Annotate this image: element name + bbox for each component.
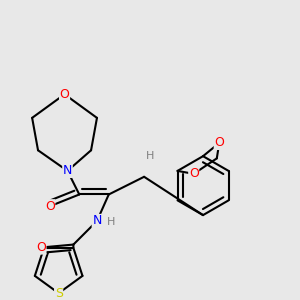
Text: O: O [60, 88, 70, 101]
Text: N: N [63, 164, 72, 177]
Text: H: H [146, 151, 154, 161]
Text: O: O [45, 200, 55, 213]
Text: O: O [189, 167, 199, 180]
Text: O: O [214, 136, 224, 149]
Text: H: H [107, 218, 116, 227]
Text: S: S [55, 287, 63, 300]
Text: O: O [36, 241, 46, 254]
Text: N: N [92, 214, 102, 227]
